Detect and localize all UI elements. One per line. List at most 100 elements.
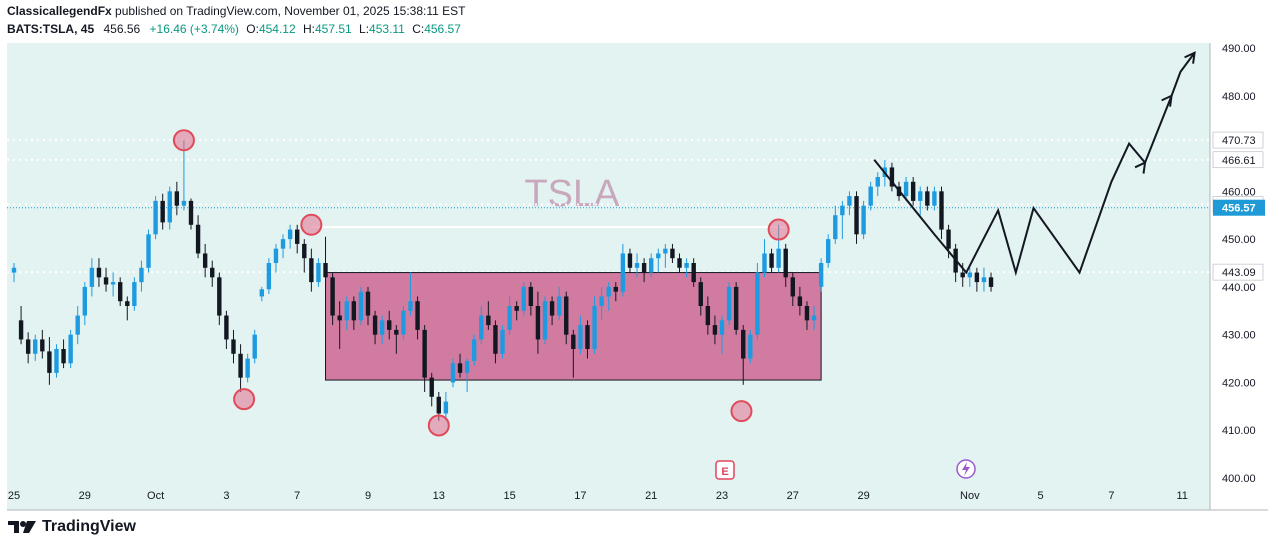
candle[interactable] [790, 272, 795, 306]
candle[interactable] [33, 334, 38, 361]
candle[interactable] [337, 301, 342, 349]
candle[interactable] [372, 310, 378, 345]
candle[interactable] [47, 337, 52, 385]
candle[interactable] [358, 286, 364, 326]
candle[interactable] [726, 282, 732, 326]
candle[interactable] [408, 272, 413, 316]
candle[interactable] [68, 329, 73, 369]
candle[interactable] [918, 186, 923, 216]
candle[interactable] [181, 140, 187, 211]
candle[interactable] [238, 344, 243, 392]
candle[interactable] [514, 301, 519, 321]
candle[interactable] [464, 358, 470, 392]
candle[interactable] [556, 286, 562, 321]
candle[interactable] [280, 234, 286, 259]
candle[interactable] [903, 177, 909, 201]
candle[interactable] [698, 277, 703, 316]
swing-point-marker[interactable] [172, 129, 195, 152]
swing-point-marker[interactable] [767, 218, 790, 241]
candle[interactable] [323, 236, 328, 287]
candle[interactable] [479, 306, 484, 345]
candle[interactable] [486, 301, 491, 330]
candle[interactable] [259, 286, 264, 302]
candle[interactable] [422, 325, 427, 392]
candle[interactable] [932, 186, 937, 211]
candle[interactable] [75, 306, 80, 345]
candle[interactable] [457, 353, 463, 378]
candle[interactable] [96, 258, 102, 287]
candle[interactable] [634, 253, 640, 278]
candle[interactable] [528, 282, 534, 316]
candle[interactable] [804, 301, 810, 330]
candle[interactable] [684, 258, 689, 278]
candle[interactable] [210, 260, 215, 287]
candle[interactable] [974, 267, 980, 292]
candle[interactable] [174, 181, 180, 216]
candle[interactable] [981, 267, 987, 292]
candle[interactable] [691, 258, 696, 287]
candle[interactable] [797, 286, 803, 316]
candle[interactable] [415, 296, 420, 340]
candle[interactable] [733, 282, 739, 335]
candle[interactable] [231, 329, 236, 364]
candle[interactable] [741, 325, 746, 385]
candle[interactable] [54, 344, 59, 378]
candle[interactable] [549, 296, 555, 326]
candle[interactable] [847, 191, 852, 216]
swing-point-marker[interactable] [427, 414, 450, 437]
candle[interactable] [450, 358, 456, 388]
candle[interactable] [748, 329, 753, 364]
candle[interactable] [719, 315, 725, 354]
candle[interactable] [592, 296, 597, 354]
candle[interactable] [11, 263, 17, 283]
candle[interactable] [925, 186, 930, 211]
candle[interactable] [712, 315, 718, 345]
candle[interactable] [755, 263, 760, 340]
candle[interactable] [82, 282, 87, 326]
candle[interactable] [295, 224, 300, 254]
candle[interactable] [302, 239, 307, 273]
candle[interactable] [620, 243, 626, 297]
candle[interactable] [649, 253, 654, 278]
swing-point-marker[interactable] [233, 388, 256, 411]
candle[interactable] [542, 296, 548, 345]
candle[interactable] [443, 392, 449, 421]
candle[interactable] [40, 329, 45, 359]
candle[interactable] [61, 339, 66, 369]
candle[interactable] [188, 198, 194, 230]
candle[interactable] [379, 315, 385, 345]
candle[interactable] [167, 186, 172, 230]
candle[interactable] [861, 200, 866, 240]
candle[interactable] [25, 332, 31, 364]
candle[interactable] [564, 291, 569, 345]
candle[interactable] [195, 215, 201, 259]
candle[interactable] [472, 334, 477, 366]
candle[interactable] [868, 181, 873, 211]
candle[interactable] [606, 282, 611, 311]
candle[interactable] [507, 296, 512, 335]
candle[interactable] [826, 234, 831, 268]
candle[interactable] [521, 282, 526, 316]
swing-point-marker[interactable] [300, 213, 323, 236]
swing-point-marker[interactable] [730, 400, 753, 423]
candle[interactable] [344, 296, 349, 330]
candle[interactable] [571, 329, 576, 378]
candle[interactable] [132, 277, 137, 311]
candle[interactable] [818, 258, 824, 292]
candle[interactable] [627, 248, 633, 273]
candle[interactable] [656, 248, 661, 273]
candle[interactable] [316, 258, 321, 287]
candle[interactable] [833, 205, 838, 244]
candle[interactable] [125, 296, 130, 321]
candle[interactable] [202, 243, 208, 278]
candle[interactable] [266, 258, 272, 295]
candle[interactable] [252, 329, 257, 364]
candle[interactable] [146, 229, 151, 273]
candle[interactable] [705, 296, 711, 335]
candle[interactable] [139, 260, 144, 292]
candle[interactable] [273, 243, 279, 273]
candle[interactable] [783, 243, 788, 287]
candle[interactable] [910, 177, 916, 206]
candle[interactable] [585, 320, 590, 359]
candle[interactable] [677, 253, 682, 273]
